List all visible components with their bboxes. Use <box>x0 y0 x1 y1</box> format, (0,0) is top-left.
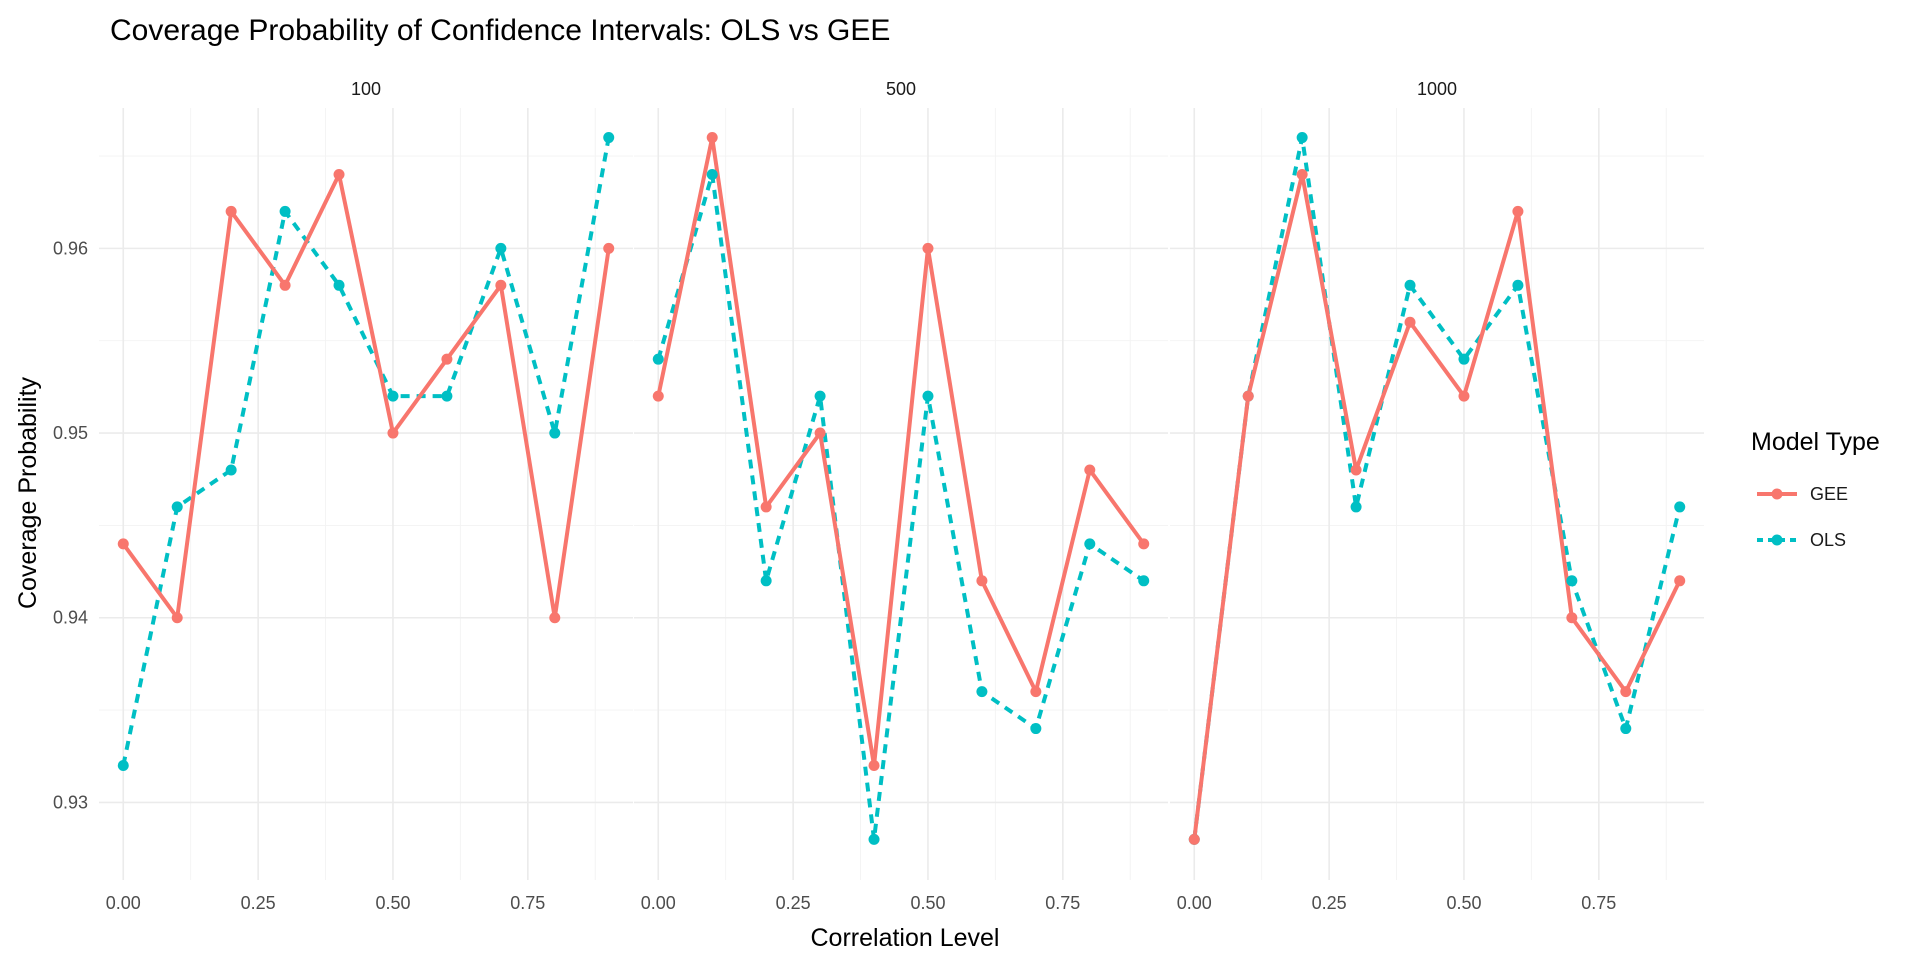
data-point-gee <box>976 575 988 587</box>
data-point-gee <box>1404 316 1416 328</box>
data-point-gee <box>1350 464 1362 476</box>
data-point-ols <box>1404 279 1416 291</box>
x-tick-label: 0.75 <box>1581 893 1616 913</box>
data-point-ols <box>387 390 399 402</box>
y-tick-label: 0.96 <box>53 238 88 258</box>
y-tick-label: 0.94 <box>53 608 88 628</box>
data-point-gee <box>1242 390 1254 402</box>
x-tick-label: 0.25 <box>776 893 811 913</box>
legend-label: GEE <box>1810 484 1848 504</box>
data-point-ols <box>441 390 453 402</box>
data-point-ols <box>868 833 880 845</box>
legend-label: OLS <box>1810 530 1846 550</box>
data-point-gee <box>279 279 291 291</box>
data-point-ols <box>1620 723 1632 735</box>
data-point-ols <box>549 427 561 439</box>
data-point-ols <box>1084 538 1096 550</box>
data-point-ols <box>333 279 345 291</box>
facet-panel-100: 100 0.00 0.25 0.50 0.75 0.93 0.94 0.95 0.96 <box>53 79 633 913</box>
data-point-ols <box>495 242 507 254</box>
facet-strip-label: 500 <box>886 79 916 99</box>
data-point-ols <box>117 759 129 771</box>
data-point-ols <box>814 390 826 402</box>
data-point-ols <box>1512 279 1524 291</box>
data-point-gee <box>1296 168 1308 180</box>
data-point-gee <box>652 390 664 402</box>
series-line-gee <box>656 135 1146 768</box>
data-point-gee <box>1566 612 1578 624</box>
x-tick-label: 0.75 <box>1045 893 1080 913</box>
data-point-ols <box>976 686 988 698</box>
x-tick-label: 0.25 <box>241 893 276 913</box>
data-point-ols <box>1566 575 1578 587</box>
y-tick-label: 0.93 <box>53 792 88 812</box>
legend-item-gee: GEE <box>1757 484 1848 504</box>
data-point-gee <box>549 612 561 624</box>
data-point-gee <box>1512 205 1524 217</box>
data-point-gee <box>1674 575 1686 587</box>
data-point-gee <box>441 353 453 365</box>
y-tick-label: 0.95 <box>53 423 88 443</box>
data-point-ols <box>603 132 615 144</box>
data-point-gee <box>1188 833 1200 845</box>
data-point-gee <box>868 759 880 771</box>
x-axis-title: Correlation Level <box>811 924 1000 952</box>
data-point-gee <box>814 427 826 439</box>
legend-item-ols: OLS <box>1757 530 1846 550</box>
data-point-gee <box>1084 464 1096 476</box>
data-point-gee <box>1030 686 1042 698</box>
series-line-ols <box>656 172 1145 842</box>
data-point-ols <box>1296 132 1308 144</box>
data-point-gee <box>922 242 934 254</box>
data-point-gee <box>495 279 507 291</box>
data-point-gee <box>117 538 129 550</box>
x-tick-label: 0.25 <box>1312 893 1347 913</box>
facet-panels: 100 0.00 0.25 0.50 0.75 0.93 0.94 0.95 0.96 500 0.… <box>53 79 1704 913</box>
data-point-gee <box>603 242 615 254</box>
data-point-gee <box>1458 390 1470 402</box>
x-tick-label: 0.00 <box>106 893 141 913</box>
x-tick-label: 0.50 <box>375 893 410 913</box>
data-point-gee <box>333 168 345 180</box>
data-point-ols <box>1138 575 1150 587</box>
data-point-gee <box>171 612 183 624</box>
x-tick-label: 0.00 <box>641 893 676 913</box>
data-point-ols <box>1030 723 1042 735</box>
legend-key-point <box>1771 488 1783 500</box>
legend: Model Type GEE OLS <box>1751 428 1880 550</box>
facet-panel-1000: 1000 0.00 0.25 0.50 0.75 <box>1170 79 1704 913</box>
series-line-ols <box>121 137 611 766</box>
x-tick-label: 0.50 <box>1446 893 1481 913</box>
data-point-ols <box>1674 501 1686 513</box>
facet-strip-label: 1000 <box>1417 79 1457 99</box>
data-point-gee <box>387 427 399 439</box>
series-line-gee <box>1192 172 1682 840</box>
data-point-ols <box>171 501 183 513</box>
data-point-ols <box>922 390 934 402</box>
data-point-gee <box>1138 538 1150 550</box>
data-point-ols <box>760 575 772 587</box>
data-point-gee <box>225 205 237 217</box>
x-tick-label: 0.50 <box>910 893 945 913</box>
facet-panel-500: 500 0.00 0.25 0.50 0.75 <box>634 79 1168 913</box>
y-axis-title: Coverage Probability <box>14 376 42 609</box>
series-line-gee <box>121 172 611 620</box>
data-point-gee <box>760 501 772 513</box>
series-line-ols <box>1192 135 1682 840</box>
data-point-ols <box>706 168 718 180</box>
data-point-ols <box>652 353 664 365</box>
chart-title: Coverage Probability of Confidence Inter… <box>110 14 890 47</box>
data-point-ols <box>279 205 291 217</box>
data-point-gee <box>1620 686 1632 698</box>
x-tick-label: 0.75 <box>510 893 545 913</box>
legend-title: Model Type <box>1751 428 1880 456</box>
facet-strip-label: 100 <box>351 79 381 99</box>
x-tick-label: 0.00 <box>1177 893 1212 913</box>
data-point-gee <box>706 132 718 144</box>
legend-key-point <box>1771 534 1783 546</box>
data-point-ols <box>225 464 237 476</box>
data-point-ols <box>1458 353 1470 365</box>
data-point-ols <box>1350 501 1362 513</box>
